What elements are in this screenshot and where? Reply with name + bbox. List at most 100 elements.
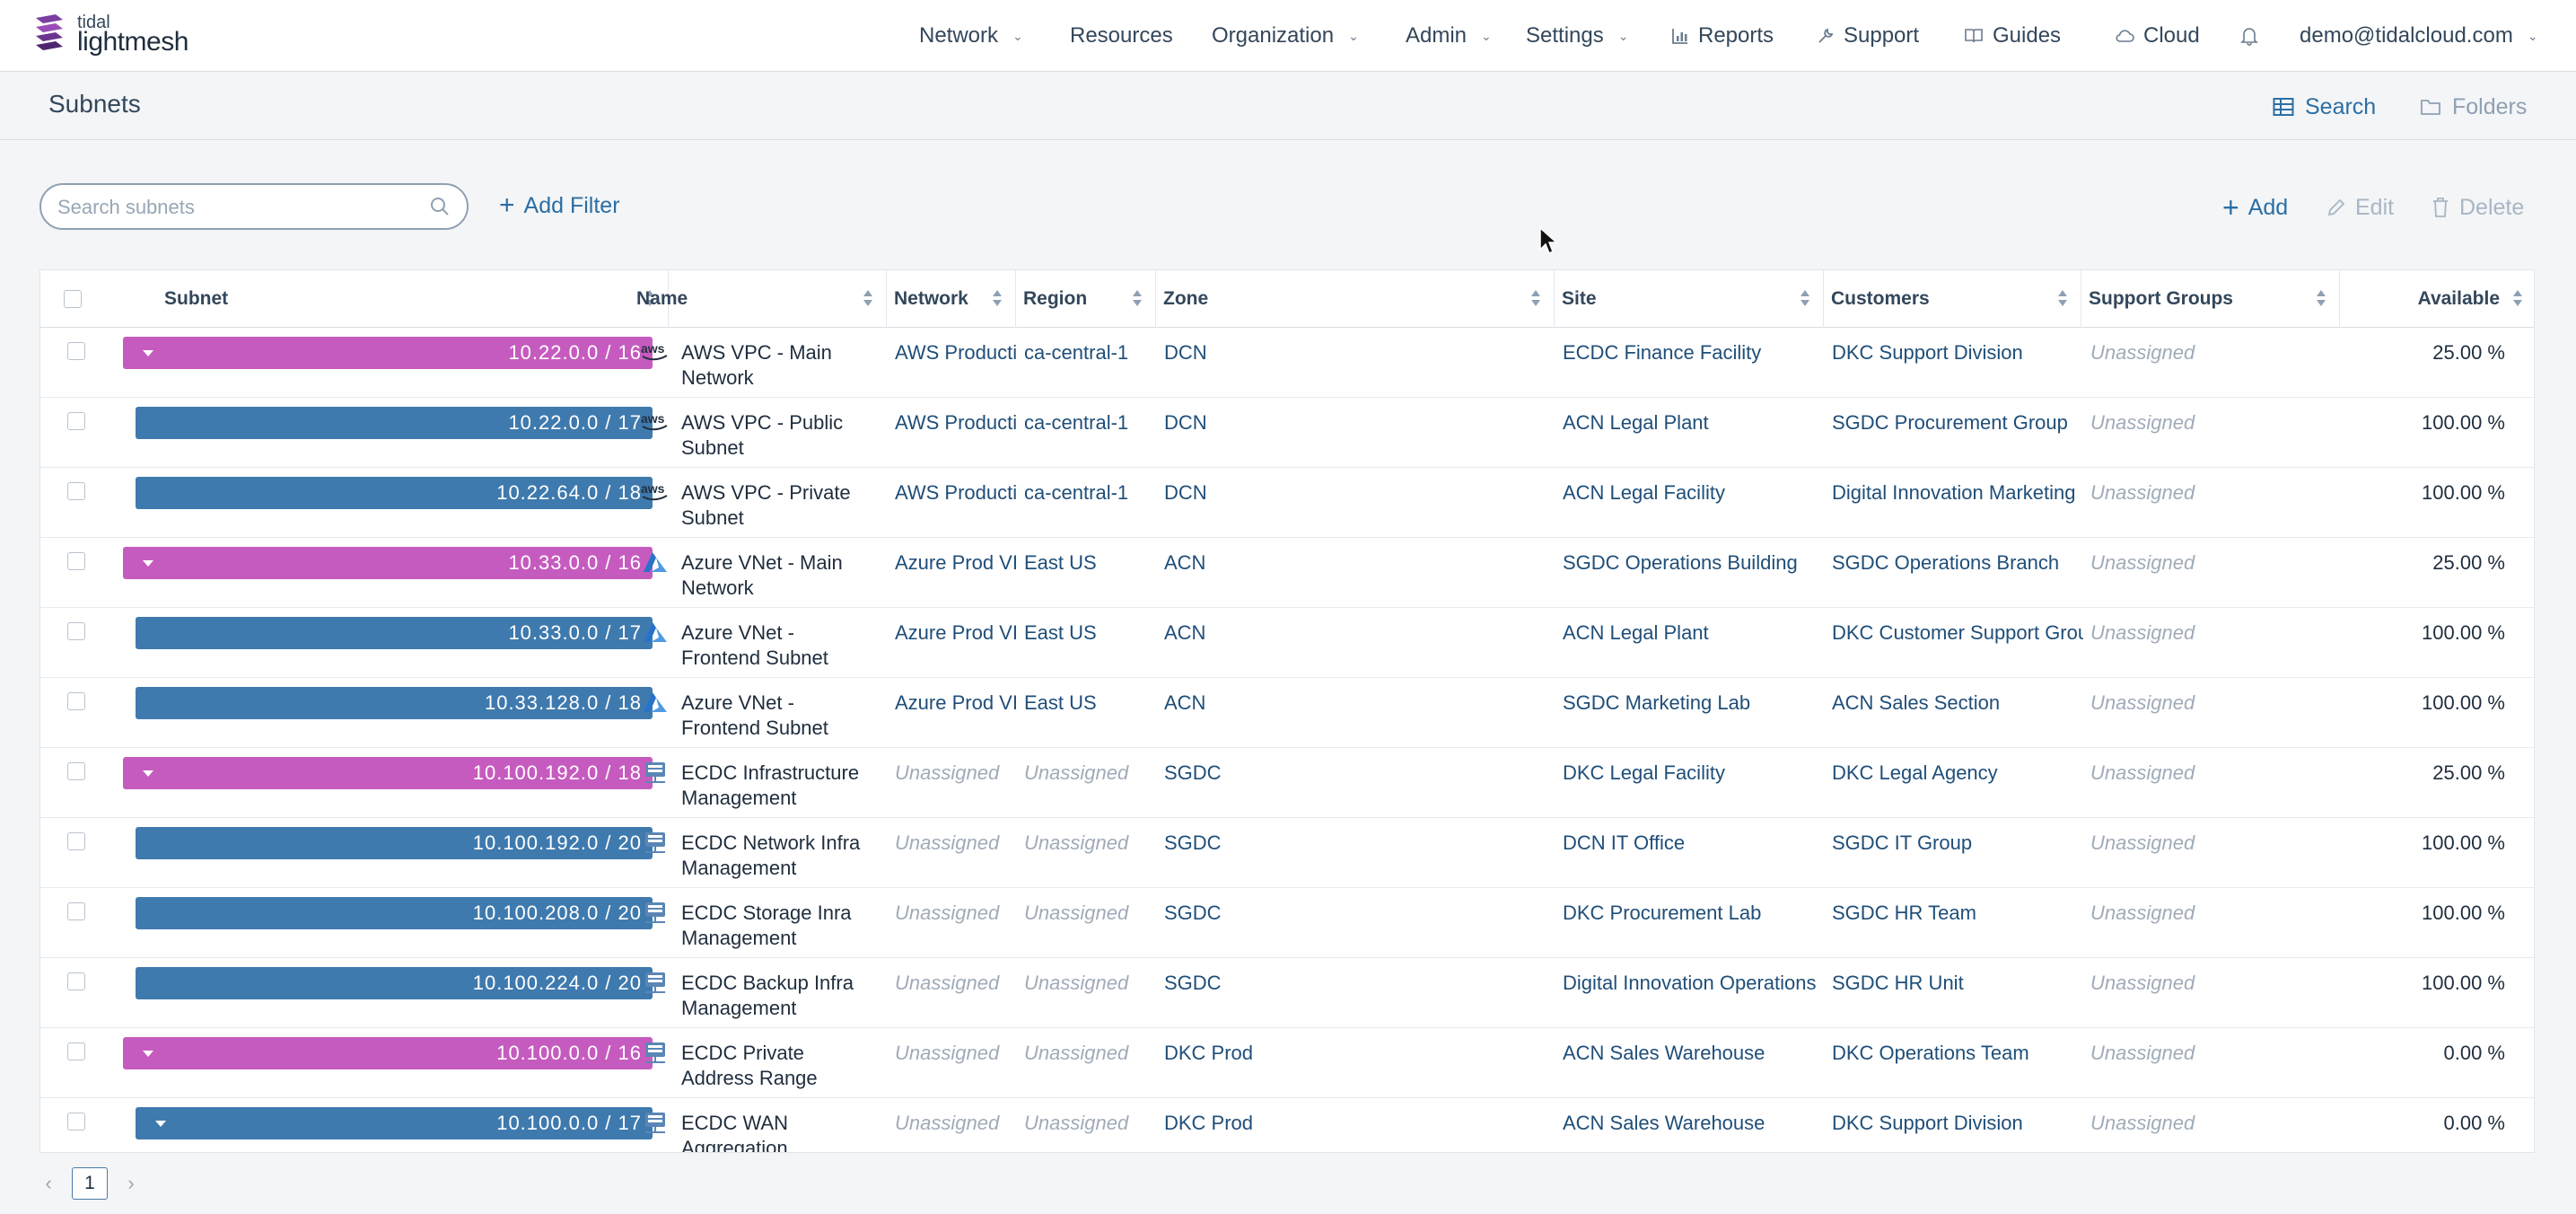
- column-customers[interactable]: Customers: [1824, 270, 2081, 328]
- column-site[interactable]: Site: [1555, 270, 1824, 328]
- add-button[interactable]: + Add: [2222, 190, 2288, 224]
- row-checkbox[interactable]: [67, 832, 85, 850]
- page-number-button[interactable]: 1: [72, 1167, 108, 1200]
- folders-view-button[interactable]: Folders: [2420, 92, 2527, 122]
- table-row[interactable]: 10.100.208.0 / 20 ECDC Storage Inra Manag…: [40, 888, 2534, 958]
- table-row[interactable]: 10.22.0.0 / 16 aws AWS VPC - Main Network A…: [40, 328, 2534, 398]
- row-checkbox[interactable]: [67, 972, 85, 990]
- table-row[interactable]: 10.100.192.0 / 18 ECDC Infrastructure Man…: [40, 748, 2534, 818]
- subnet-name[interactable]: AWS VPC - Main Network: [681, 341, 832, 389]
- subnet-pill[interactable]: 10.100.208.0 / 20: [136, 897, 653, 929]
- prev-page-button[interactable]: ‹: [45, 1172, 52, 1194]
- sort-icon[interactable]: [644, 290, 655, 308]
- subnet-address: 10.100.192.0 / 18: [472, 761, 642, 784]
- subnet-pill[interactable]: 10.33.0.0 / 17: [136, 617, 653, 649]
- select-all-checkbox[interactable]: [64, 290, 82, 308]
- network-value: Unassigned: [895, 902, 1000, 924]
- sort-icon[interactable]: [992, 290, 1003, 308]
- nav-resources[interactable]: Resources: [1070, 20, 1173, 52]
- nav-admin[interactable]: Admin ⌄: [1406, 20, 1492, 52]
- expand-toggle-icon[interactable]: [143, 770, 153, 777]
- subnet-name[interactable]: ECDC WAN Aggregation.: [681, 1112, 793, 1153]
- subnet-name[interactable]: ECDC Private Address Range: [681, 1042, 818, 1089]
- table-row[interactable]: 10.33.0.0 / 17 Azure VNet - Frontend Subn…: [40, 608, 2534, 678]
- sort-icon[interactable]: [1530, 290, 1541, 308]
- subnet-pill[interactable]: 10.22.0.0 / 17: [136, 407, 653, 439]
- subnet-name[interactable]: ECDC Network Infra Management: [681, 831, 861, 879]
- column-subnet[interactable]: Subnet: [92, 270, 669, 328]
- subnet-name[interactable]: AWS VPC - Private Subnet: [681, 481, 851, 529]
- row-checkbox[interactable]: [67, 762, 85, 780]
- available-value: 25.00 %: [2432, 761, 2505, 784]
- user-menu[interactable]: demo@tidalcloud.com ⌄: [2300, 20, 2538, 52]
- row-checkbox[interactable]: [67, 622, 85, 640]
- subnet-pill[interactable]: 10.33.0.0 / 16: [123, 547, 653, 579]
- subnet-pill[interactable]: 10.22.0.0 / 16: [123, 337, 653, 369]
- expand-toggle-icon[interactable]: [143, 1051, 153, 1057]
- add-filter-button[interactable]: + Add Filter: [499, 189, 620, 223]
- table-row[interactable]: 10.100.0.0 / 17 ECDC WAN Aggregation. Unas…: [40, 1098, 2534, 1153]
- table-row[interactable]: 10.100.0.0 / 16 ECDC Private Address Rang…: [40, 1028, 2534, 1098]
- next-page-button[interactable]: ›: [127, 1172, 135, 1194]
- subnet-pill[interactable]: 10.100.0.0 / 16: [123, 1037, 653, 1069]
- nav-support[interactable]: Support: [1817, 20, 1919, 52]
- sort-icon[interactable]: [2512, 290, 2523, 308]
- row-checkbox[interactable]: [67, 342, 85, 360]
- subnet-name[interactable]: ECDC Backup Infra Management: [681, 972, 854, 1019]
- sort-icon[interactable]: [1800, 290, 1810, 308]
- notifications-button[interactable]: [2240, 20, 2258, 52]
- expand-toggle-icon[interactable]: [143, 560, 153, 567]
- subnet-name[interactable]: Azure VNet - Main Network: [681, 551, 843, 599]
- table-row[interactable]: 10.22.64.0 / 18 aws AWS VPC - Private Subn…: [40, 468, 2534, 538]
- subnet-name[interactable]: Azure VNet - Frontend Subnet: [681, 691, 828, 739]
- subnet-pill[interactable]: 10.100.0.0 / 17: [136, 1107, 653, 1139]
- table-row[interactable]: 10.33.128.0 / 18 Azure VNet - Frontend Su…: [40, 678, 2534, 748]
- sort-icon[interactable]: [2057, 290, 2068, 308]
- column-support-groups[interactable]: Support Groups: [2081, 270, 2340, 328]
- edit-button[interactable]: Edit: [2326, 190, 2394, 224]
- expand-toggle-icon[interactable]: [143, 350, 153, 356]
- column-network[interactable]: Network: [887, 270, 1016, 328]
- delete-button[interactable]: Delete: [2431, 190, 2524, 224]
- site-value: ACN Sales Warehouse: [1563, 1042, 1766, 1064]
- subnet-name[interactable]: ECDC Infrastructure Management: [681, 761, 860, 809]
- row-checkbox[interactable]: [67, 1042, 85, 1060]
- table-row[interactable]: 10.33.0.0 / 16 Azure VNet - Main Network A…: [40, 538, 2534, 608]
- column-name[interactable]: Name: [629, 270, 887, 328]
- nav-organization[interactable]: Organization ⌄: [1212, 20, 1359, 52]
- search-input[interactable]: Search subnets: [39, 183, 469, 230]
- row-checkbox[interactable]: [67, 1113, 85, 1130]
- subnet-pill[interactable]: 10.100.192.0 / 18: [123, 757, 653, 789]
- table-row[interactable]: 10.22.0.0 / 17 aws AWS VPC - Public Subnet…: [40, 398, 2534, 468]
- sort-icon[interactable]: [863, 290, 873, 308]
- subnet-name[interactable]: AWS VPC - Public Subnet: [681, 411, 844, 459]
- row-checkbox[interactable]: [67, 902, 85, 920]
- nav-network[interactable]: Network ⌄: [919, 20, 1023, 52]
- top-nav: tidal lightmesh Network ⌄ Resources Orga…: [0, 0, 2576, 72]
- subnet-pill[interactable]: 10.33.128.0 / 18: [136, 687, 653, 719]
- sort-icon[interactable]: [1132, 290, 1143, 308]
- nav-guides[interactable]: Guides: [1964, 20, 2061, 52]
- table-row[interactable]: 10.100.192.0 / 20 ECDC Network Infra Mana…: [40, 818, 2534, 888]
- bar-chart-icon: [1672, 29, 1687, 44]
- subnet-pill[interactable]: 10.22.64.0 / 18: [136, 477, 653, 509]
- row-checkbox[interactable]: [67, 692, 85, 710]
- row-checkbox[interactable]: [67, 412, 85, 430]
- subnet-pill[interactable]: 10.100.192.0 / 20: [136, 827, 653, 859]
- column-region[interactable]: Region: [1016, 270, 1156, 328]
- nav-cloud[interactable]: Cloud: [2115, 20, 2200, 52]
- subnet-pill[interactable]: 10.100.224.0 / 20: [136, 967, 653, 999]
- nav-settings[interactable]: Settings ⌄: [1526, 20, 1628, 52]
- subnet-name[interactable]: ECDC Storage Inra Management: [681, 902, 852, 949]
- column-available[interactable]: Available: [2340, 270, 2534, 328]
- nav-reports[interactable]: Reports: [1671, 20, 1774, 52]
- brand-logo[interactable]: tidal lightmesh: [32, 13, 230, 59]
- search-view-button[interactable]: Search: [2273, 92, 2376, 122]
- table-row[interactable]: 10.100.224.0 / 20 ECDC Backup Infra Manag…: [40, 958, 2534, 1028]
- column-zone[interactable]: Zone: [1156, 270, 1555, 328]
- subnet-name[interactable]: Azure VNet - Frontend Subnet: [681, 621, 828, 669]
- expand-toggle-icon[interactable]: [155, 1121, 166, 1127]
- row-checkbox[interactable]: [67, 482, 85, 500]
- sort-icon[interactable]: [2316, 290, 2326, 308]
- row-checkbox[interactable]: [67, 552, 85, 570]
